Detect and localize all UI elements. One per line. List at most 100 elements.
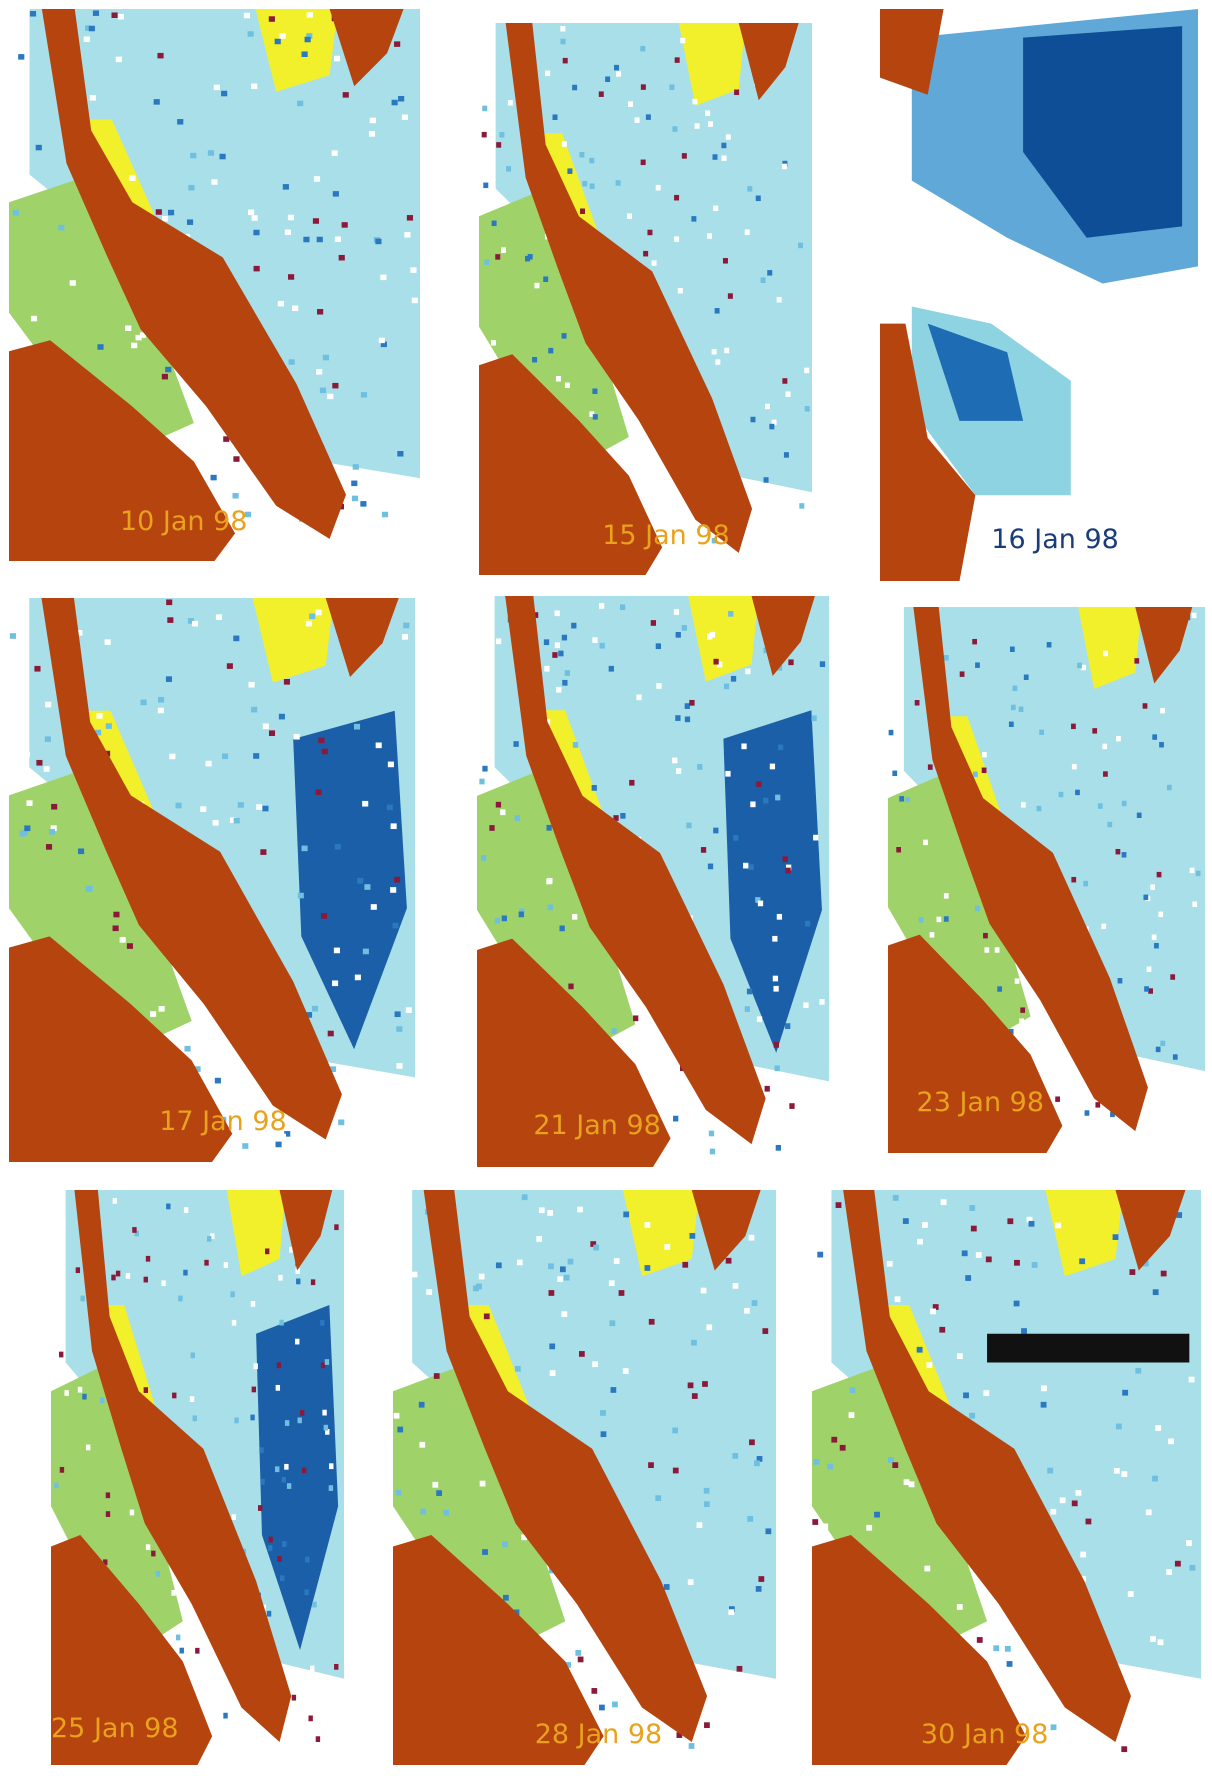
pixel bbox=[1049, 1736, 1055, 1742]
pixel bbox=[305, 1557, 309, 1563]
pixel bbox=[619, 1290, 625, 1296]
pixel bbox=[282, 1541, 286, 1547]
pixel bbox=[689, 1743, 695, 1749]
pixel bbox=[1024, 675, 1029, 680]
pixel bbox=[305, 37, 311, 43]
pixel bbox=[403, 623, 409, 629]
pixel bbox=[1175, 1561, 1181, 1567]
pixel bbox=[579, 152, 584, 158]
pixel bbox=[917, 1347, 923, 1353]
pixel bbox=[1072, 764, 1077, 769]
pixel bbox=[546, 825, 551, 831]
pixel bbox=[502, 1541, 508, 1547]
pixel bbox=[204, 1021, 210, 1027]
pixel bbox=[1039, 730, 1044, 735]
pixel bbox=[312, 1602, 316, 1608]
pixel bbox=[773, 535, 778, 541]
pixel bbox=[977, 1637, 983, 1643]
pixel bbox=[785, 1023, 790, 1029]
pixel bbox=[1081, 665, 1086, 670]
pixel bbox=[49, 829, 55, 835]
pixel bbox=[1007, 1661, 1013, 1667]
pixel bbox=[387, 805, 393, 811]
pixel bbox=[363, 949, 369, 955]
pixel bbox=[973, 772, 978, 777]
pixel bbox=[97, 344, 103, 350]
pixel bbox=[969, 1413, 975, 1419]
pixel bbox=[713, 828, 718, 834]
pixel bbox=[36, 145, 42, 151]
pixel bbox=[480, 1481, 486, 1487]
pixel bbox=[176, 803, 182, 809]
pixel bbox=[1044, 1694, 1050, 1700]
pixel bbox=[640, 46, 645, 52]
pixel bbox=[651, 620, 656, 626]
pixel bbox=[334, 1224, 338, 1230]
pixel bbox=[982, 752, 987, 757]
pixel bbox=[971, 1226, 977, 1232]
pixel bbox=[339, 255, 345, 261]
pixel bbox=[370, 118, 376, 124]
pixel bbox=[106, 1492, 110, 1498]
pixel bbox=[45, 736, 51, 742]
pixel bbox=[1173, 1054, 1178, 1059]
pixel bbox=[295, 1339, 299, 1345]
pixel bbox=[46, 844, 52, 850]
pixel bbox=[924, 1566, 930, 1572]
pixel bbox=[673, 1468, 679, 1474]
pixel bbox=[676, 632, 681, 638]
pixel bbox=[100, 1397, 104, 1403]
pixel bbox=[774, 1042, 779, 1048]
pixel bbox=[575, 1650, 581, 1656]
pixel bbox=[161, 1280, 165, 1286]
pixel bbox=[334, 948, 340, 954]
pixel bbox=[335, 1680, 339, 1686]
pixel bbox=[495, 918, 500, 924]
pixel bbox=[78, 848, 84, 854]
pixel bbox=[749, 864, 754, 870]
pixel bbox=[12, 340, 18, 346]
pixel bbox=[745, 229, 750, 235]
pixel bbox=[556, 376, 561, 382]
pixel bbox=[36, 760, 42, 766]
pixel bbox=[260, 849, 266, 855]
pixel bbox=[24, 752, 30, 758]
pixel bbox=[233, 456, 239, 462]
pixel bbox=[224, 1262, 228, 1268]
pixel bbox=[76, 1267, 80, 1273]
pixel bbox=[58, 225, 64, 231]
pixel bbox=[957, 1604, 963, 1610]
pixel bbox=[756, 196, 761, 202]
pixel bbox=[57, 1297, 61, 1303]
pixel bbox=[1152, 1476, 1158, 1482]
pixel bbox=[773, 986, 778, 992]
pixel bbox=[322, 749, 328, 755]
pixel bbox=[395, 1011, 401, 1017]
pixel bbox=[318, 738, 324, 744]
pixel bbox=[532, 357, 537, 363]
pixel bbox=[322, 1410, 326, 1416]
pixel bbox=[426, 1289, 432, 1295]
pixel bbox=[392, 100, 398, 106]
pixel bbox=[637, 470, 642, 476]
pixel bbox=[495, 254, 500, 260]
pixel bbox=[1152, 734, 1157, 739]
pixel bbox=[572, 914, 577, 920]
pixel bbox=[388, 762, 394, 768]
pixel bbox=[722, 156, 727, 162]
pixel bbox=[749, 1439, 755, 1445]
pixel bbox=[1157, 872, 1162, 877]
pixel bbox=[275, 1466, 279, 1472]
pixel bbox=[1118, 978, 1123, 983]
pixel bbox=[745, 668, 750, 674]
pixel bbox=[482, 132, 487, 138]
pixel bbox=[728, 293, 733, 299]
pixel bbox=[572, 85, 577, 91]
pixel bbox=[481, 855, 486, 861]
pixel bbox=[563, 58, 568, 64]
pixel bbox=[1071, 724, 1076, 729]
pixel bbox=[1159, 742, 1164, 747]
pixel bbox=[712, 349, 717, 355]
pixel bbox=[382, 512, 388, 518]
pixel bbox=[190, 153, 196, 159]
